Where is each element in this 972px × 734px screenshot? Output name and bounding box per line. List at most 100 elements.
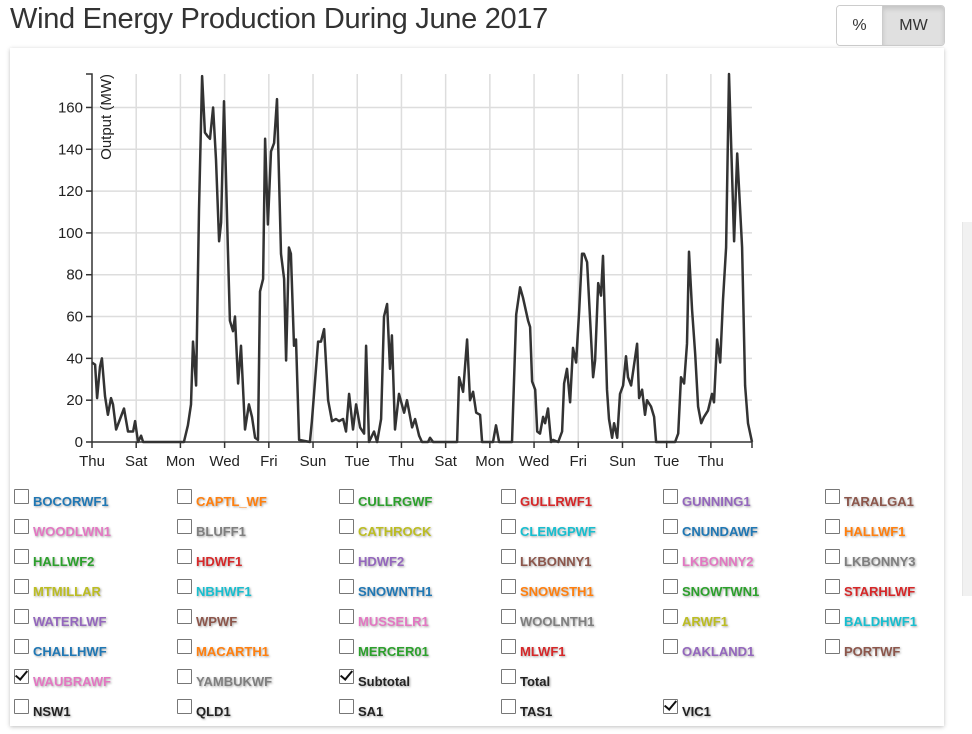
scrollbar[interactable]	[962, 222, 972, 596]
legend-item-cathrock[interactable]: CATHROCK	[339, 518, 431, 539]
checkbox[interactable]	[501, 608, 516, 624]
legend-item-waterlwf[interactable]: WATERLWF	[14, 608, 106, 629]
legend-item-macarth1[interactable]: MACARTH1	[177, 638, 269, 659]
legend-item-yambukwf[interactable]: YAMBUKWF	[177, 668, 272, 689]
legend-label: BOCORWF1	[33, 493, 109, 509]
checkbox[interactable]	[339, 698, 354, 714]
x-tick-label: Fri	[260, 453, 278, 470]
legend-item-tas1[interactable]: TAS1	[501, 698, 553, 719]
checkbox[interactable]	[501, 668, 516, 684]
legend-item-woodlwn1[interactable]: WOODLWN1	[14, 518, 111, 539]
checkbox[interactable]	[825, 638, 840, 654]
series-line-subtotal	[91, 72, 754, 444]
legend-item-vic1[interactable]: VIC1	[663, 698, 711, 719]
legend-item-wpwf[interactable]: WPWF	[177, 608, 237, 629]
legend-item-hallwf2[interactable]: HALLWF2	[14, 548, 94, 569]
legend-item-gullrwf1[interactable]: GULLRWF1	[501, 488, 592, 509]
legend-item-snowtwn1[interactable]: SNOWTWN1	[663, 578, 760, 599]
checkbox[interactable]	[177, 518, 192, 534]
legend-label: TAS1	[520, 703, 553, 719]
legend-item-subtotal[interactable]: Subtotal	[339, 668, 410, 689]
checkbox[interactable]	[177, 488, 192, 504]
legend-item-oakland1[interactable]: OAKLAND1	[663, 638, 754, 659]
legend-item-mlwf1[interactable]: MLWF1	[501, 638, 566, 659]
checkbox[interactable]	[501, 578, 516, 594]
checkbox[interactable]	[14, 638, 29, 654]
legend-item-cnundawf[interactable]: CNUNDAWF	[663, 518, 758, 539]
percent-button[interactable]: %	[837, 6, 883, 45]
checkbox[interactable]	[825, 488, 840, 504]
legend-item-lkbonny3[interactable]: LKBONNY3	[825, 548, 916, 569]
legend-item-qld1[interactable]: QLD1	[177, 698, 231, 719]
legend-item-total[interactable]: Total	[501, 668, 550, 689]
legend-item-hdwf1[interactable]: HDWF1	[177, 548, 242, 569]
legend-item-lkbonny2[interactable]: LKBONNY2	[663, 548, 754, 569]
checkbox[interactable]	[501, 698, 516, 714]
checkbox[interactable]	[501, 518, 516, 534]
checkbox[interactable]	[825, 548, 840, 564]
legend-item-snowsth1[interactable]: SNOWSTH1	[501, 578, 594, 599]
checkbox[interactable]	[663, 518, 678, 534]
legend-item-captl-wf[interactable]: CAPTL_WF	[177, 488, 267, 509]
checkbox[interactable]	[663, 578, 678, 594]
checkbox[interactable]	[177, 698, 192, 714]
checkbox[interactable]	[177, 578, 192, 594]
mw-button[interactable]: MW	[883, 6, 944, 45]
checkbox[interactable]	[14, 668, 29, 684]
checkbox[interactable]	[663, 548, 678, 564]
legend-item-portwf[interactable]: PORTWF	[825, 638, 900, 659]
checkbox[interactable]	[663, 608, 678, 624]
checkbox[interactable]	[14, 548, 29, 564]
checkbox[interactable]	[177, 668, 192, 684]
legend-item-woolnth1[interactable]: WOOLNTH1	[501, 608, 594, 629]
checkbox[interactable]	[177, 638, 192, 654]
checkbox[interactable]	[14, 488, 29, 504]
legend-item-clemgpwf[interactable]: CLEMGPWF	[501, 518, 596, 539]
checkbox[interactable]	[14, 608, 29, 624]
checkbox[interactable]	[14, 578, 29, 594]
legend-item-hallwf1[interactable]: HALLWF1	[825, 518, 905, 539]
checkbox[interactable]	[339, 638, 354, 654]
legend-item-nbhwf1[interactable]: NBHWF1	[177, 578, 252, 599]
checkbox[interactable]	[177, 608, 192, 624]
checkbox[interactable]	[825, 608, 840, 624]
checkbox[interactable]	[501, 638, 516, 654]
checkbox[interactable]	[177, 548, 192, 564]
legend-item-mtmillar[interactable]: MTMILLAR	[14, 578, 101, 599]
legend-item-sa1[interactable]: SA1	[339, 698, 384, 719]
legend-item-lkbonny1[interactable]: LKBONNY1	[501, 548, 592, 569]
checkbox[interactable]	[339, 488, 354, 504]
legend-item-bluff1[interactable]: BLUFF1	[177, 518, 246, 539]
checkbox[interactable]	[663, 698, 678, 714]
checkbox[interactable]	[501, 488, 516, 504]
legend-item-snownth1[interactable]: SNOWNTH1	[339, 578, 432, 599]
checkbox[interactable]	[339, 518, 354, 534]
legend-item-arwf1[interactable]: ARWF1	[663, 608, 728, 629]
checkbox[interactable]	[825, 518, 840, 534]
legend-item-starhlwf[interactable]: STARHLWF	[825, 578, 915, 599]
checkbox[interactable]	[339, 548, 354, 564]
legend-item-taralga1[interactable]: TARALGA1	[825, 488, 914, 509]
legend-item-nsw1[interactable]: NSW1	[14, 698, 71, 719]
checkbox[interactable]	[339, 578, 354, 594]
legend-item-cullrgwf[interactable]: CULLRGWF	[339, 488, 432, 509]
legend-item-bocorwf1[interactable]: BOCORWF1	[14, 488, 109, 509]
legend-item-challhwf[interactable]: CHALLHWF	[14, 638, 107, 659]
checkbox[interactable]	[339, 668, 354, 684]
checkbox[interactable]	[501, 548, 516, 564]
legend-label: SNOWTWN1	[682, 583, 760, 599]
legend-item-waubrawf[interactable]: WAUBRAWF	[14, 668, 111, 689]
checkbox[interactable]	[663, 488, 678, 504]
checkbox[interactable]	[14, 698, 29, 714]
legend-label: SA1	[358, 703, 384, 719]
legend-item-musselr1[interactable]: MUSSELR1	[339, 608, 429, 629]
y-tick-label: 60	[66, 309, 83, 326]
legend-item-baldhwf1[interactable]: BALDHWF1	[825, 608, 917, 629]
checkbox[interactable]	[14, 518, 29, 534]
checkbox[interactable]	[339, 608, 354, 624]
legend-item-gunning1[interactable]: GUNNING1	[663, 488, 751, 509]
legend-item-mercer01[interactable]: MERCER01	[339, 638, 429, 659]
legend-item-hdwf2[interactable]: HDWF2	[339, 548, 404, 569]
checkbox[interactable]	[825, 578, 840, 594]
checkbox[interactable]	[663, 638, 678, 654]
